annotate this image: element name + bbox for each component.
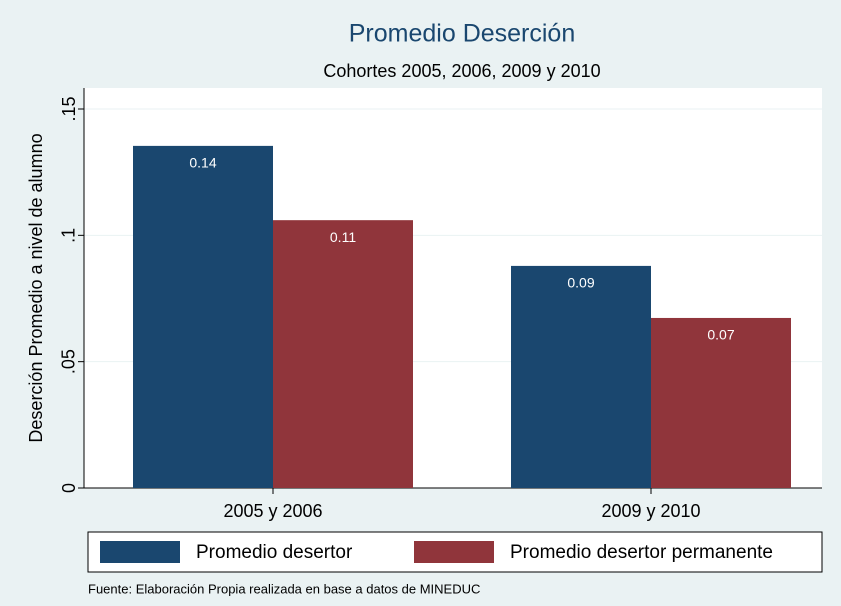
chart-title: Promedio Deserción	[349, 20, 576, 48]
legend	[87, 531, 823, 573]
bar	[651, 317, 791, 488]
y-tick-label: .05	[59, 349, 79, 374]
chart-subtitle: Cohortes 2005, 2006, 2009 y 2010	[323, 61, 600, 81]
bar	[511, 265, 651, 488]
value-label: 0.14	[189, 155, 216, 171]
legend-label: Promedio desertor permanente	[510, 542, 773, 563]
legend-label: Promedio desertor	[196, 542, 353, 563]
x-tick-label: 2005 y 2006	[223, 501, 322, 521]
bar	[133, 145, 273, 488]
y-tick-label: .15	[59, 96, 79, 121]
legend-swatch	[414, 541, 494, 563]
bar	[273, 220, 413, 488]
value-label: 0.11	[330, 229, 356, 245]
x-tick-label: 2009 y 2010	[601, 501, 700, 521]
value-label: 0.07	[707, 327, 734, 343]
value-label: 0.09	[567, 275, 594, 291]
y-axis-title: Deserción Promedio a nivel de alumno	[26, 133, 46, 442]
y-tick-label: .1	[59, 228, 79, 243]
note: Fuente: Elaboración Propia realizada en …	[88, 581, 480, 596]
y-tick-label: 0	[59, 483, 79, 493]
legend-swatch	[100, 541, 180, 563]
